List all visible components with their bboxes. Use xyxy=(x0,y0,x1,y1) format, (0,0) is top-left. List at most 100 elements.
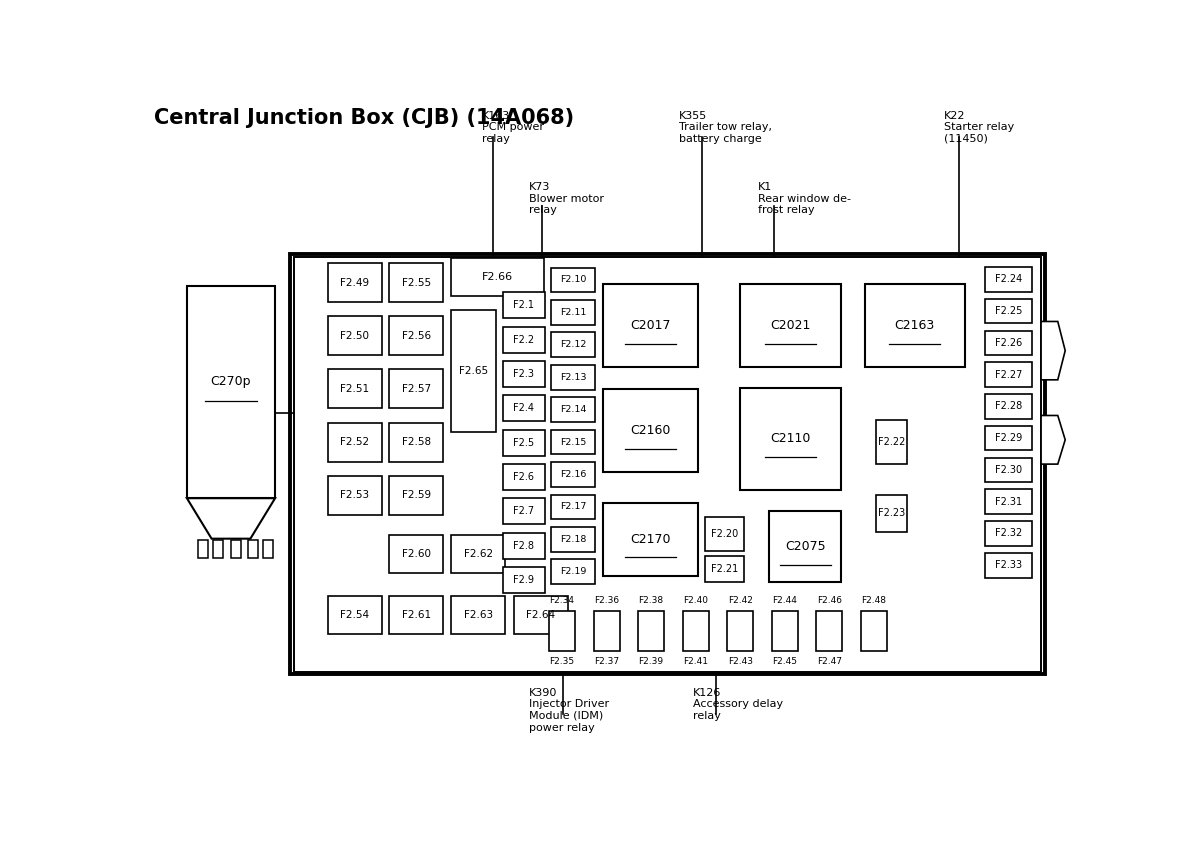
Bar xyxy=(704,517,744,551)
Text: F2.33: F2.33 xyxy=(996,560,1022,570)
Bar xyxy=(230,540,241,558)
Bar xyxy=(503,327,545,353)
Bar xyxy=(551,527,595,552)
Text: F2.38: F2.38 xyxy=(639,596,664,605)
Text: C2075: C2075 xyxy=(785,540,825,553)
Bar xyxy=(704,557,744,582)
Bar xyxy=(503,292,545,318)
Bar xyxy=(593,610,619,651)
Text: F2.46: F2.46 xyxy=(817,596,842,605)
Bar xyxy=(328,423,382,461)
Bar xyxy=(328,317,382,355)
Text: Central Junction Box (CJB) (14A068): Central Junction Box (CJB) (14A068) xyxy=(155,108,575,127)
Bar xyxy=(503,396,545,421)
Bar xyxy=(865,284,964,367)
Bar xyxy=(861,610,887,651)
Text: F2.61: F2.61 xyxy=(401,610,431,621)
Text: F2.11: F2.11 xyxy=(559,308,586,317)
Text: K73
Blower motor
relay: K73 Blower motor relay xyxy=(528,182,604,216)
Text: F2.9: F2.9 xyxy=(514,575,534,585)
Bar xyxy=(985,489,1031,514)
Bar xyxy=(328,476,382,514)
Bar xyxy=(328,370,382,408)
Bar xyxy=(248,540,259,558)
Text: F2.64: F2.64 xyxy=(526,610,555,621)
Bar xyxy=(985,394,1031,418)
Bar xyxy=(551,494,595,520)
Bar xyxy=(503,429,545,456)
Text: F2.28: F2.28 xyxy=(996,402,1022,412)
Bar xyxy=(551,462,595,487)
Text: K126
Accessory delay
relay: K126 Accessory delay relay xyxy=(692,688,783,721)
Text: F2.54: F2.54 xyxy=(340,610,369,621)
Text: F2.66: F2.66 xyxy=(483,272,514,282)
Text: F2.2: F2.2 xyxy=(514,334,534,344)
Bar xyxy=(294,257,1041,672)
Bar xyxy=(198,540,208,558)
Bar xyxy=(389,317,443,355)
Polygon shape xyxy=(1041,322,1065,380)
Bar xyxy=(452,536,506,573)
Bar xyxy=(187,285,276,498)
Bar xyxy=(549,610,575,651)
Text: K163
PCM power
relay: K163 PCM power relay xyxy=(482,111,544,144)
Text: F2.53: F2.53 xyxy=(340,490,369,500)
Bar xyxy=(328,596,382,634)
Bar xyxy=(985,267,1031,291)
Text: F2.39: F2.39 xyxy=(639,658,664,666)
Text: F2.24: F2.24 xyxy=(996,274,1022,285)
Text: F2.58: F2.58 xyxy=(401,437,431,447)
Bar xyxy=(503,464,545,490)
Text: F2.21: F2.21 xyxy=(710,564,738,574)
Text: F2.63: F2.63 xyxy=(464,610,494,621)
Bar xyxy=(985,553,1031,578)
Text: K390
Injector Driver
Module (IDM)
power relay: K390 Injector Driver Module (IDM) power … xyxy=(528,688,609,733)
Text: C2017: C2017 xyxy=(630,319,671,332)
Text: F2.43: F2.43 xyxy=(727,658,752,666)
Text: C2170: C2170 xyxy=(630,533,671,546)
Text: F2.19: F2.19 xyxy=(559,568,586,576)
Text: F2.60: F2.60 xyxy=(401,549,431,559)
Text: F2.26: F2.26 xyxy=(996,338,1022,348)
Bar xyxy=(551,429,595,455)
Text: F2.47: F2.47 xyxy=(817,658,842,666)
Text: F2.45: F2.45 xyxy=(773,658,798,666)
Bar xyxy=(389,476,443,514)
Bar xyxy=(264,540,273,558)
Bar xyxy=(551,397,595,422)
Bar xyxy=(985,458,1031,482)
Text: F2.35: F2.35 xyxy=(550,658,575,666)
Text: F2.40: F2.40 xyxy=(683,596,708,605)
Text: C270p: C270p xyxy=(211,375,252,388)
Text: F2.51: F2.51 xyxy=(340,384,369,394)
Bar xyxy=(985,426,1031,450)
Bar xyxy=(213,540,223,558)
Text: F2.30: F2.30 xyxy=(996,465,1022,475)
Text: F2.55: F2.55 xyxy=(401,278,431,288)
Bar xyxy=(683,610,709,651)
Bar xyxy=(452,310,496,432)
Bar xyxy=(503,498,545,525)
Text: F2.59: F2.59 xyxy=(401,490,431,500)
Bar xyxy=(816,610,842,651)
Text: F2.18: F2.18 xyxy=(559,535,586,544)
Text: F2.17: F2.17 xyxy=(559,503,586,511)
Text: F2.44: F2.44 xyxy=(773,596,797,605)
Bar xyxy=(727,610,754,651)
Text: F2.42: F2.42 xyxy=(728,596,752,605)
Text: F2.49: F2.49 xyxy=(340,278,369,288)
Text: F2.50: F2.50 xyxy=(340,331,369,341)
Text: F2.34: F2.34 xyxy=(550,596,575,605)
Bar xyxy=(503,533,545,559)
Bar xyxy=(551,268,595,292)
Bar xyxy=(985,521,1031,546)
Text: F2.20: F2.20 xyxy=(710,529,738,539)
Polygon shape xyxy=(1041,415,1065,464)
Text: F2.23: F2.23 xyxy=(878,509,906,519)
Text: F2.7: F2.7 xyxy=(514,506,534,516)
Bar xyxy=(389,596,443,634)
Text: F2.14: F2.14 xyxy=(559,405,586,414)
Bar xyxy=(551,559,595,584)
Bar xyxy=(985,331,1031,355)
Text: F2.6: F2.6 xyxy=(514,472,534,482)
